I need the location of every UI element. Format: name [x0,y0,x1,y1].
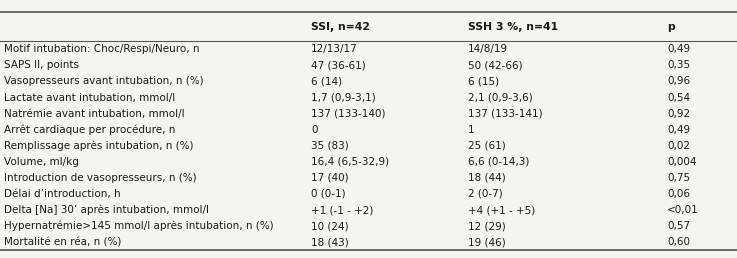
Text: Volume, ml/kg: Volume, ml/kg [4,157,79,167]
Text: +4 (+1 - +5): +4 (+1 - +5) [468,205,535,215]
Text: 2,1 (0,9-3,6): 2,1 (0,9-3,6) [468,93,533,102]
Text: Arrêt cardiaque per procédure, n: Arrêt cardiaque per procédure, n [4,124,175,135]
Text: 10 (24): 10 (24) [311,221,349,231]
Text: 47 (36-61): 47 (36-61) [311,60,366,70]
Text: 16,4 (6,5-32,9): 16,4 (6,5-32,9) [311,157,389,167]
Text: 137 (133-140): 137 (133-140) [311,109,385,119]
Text: Délai d’introduction, h: Délai d’introduction, h [4,189,120,199]
Text: 0,57: 0,57 [667,221,690,231]
Text: 0,004: 0,004 [667,157,696,167]
Text: Lactate avant intubation, mmol/l: Lactate avant intubation, mmol/l [4,93,175,102]
Text: 6 (14): 6 (14) [311,76,342,86]
Text: 0,75: 0,75 [667,173,690,183]
Text: 137 (133-141): 137 (133-141) [468,109,542,119]
Text: 12 (29): 12 (29) [468,221,506,231]
Text: 18 (44): 18 (44) [468,173,506,183]
Text: 19 (46): 19 (46) [468,237,506,247]
Text: 14/8/19: 14/8/19 [468,44,508,54]
Text: 1,7 (0,9-3,1): 1,7 (0,9-3,1) [311,93,376,102]
Text: 12/13/17: 12/13/17 [311,44,357,54]
Text: 6 (15): 6 (15) [468,76,499,86]
Text: Hypernatrémie>145 mmol/l après intubation, n (%): Hypernatrémie>145 mmol/l après intubatio… [4,221,273,231]
Text: SAPS II, points: SAPS II, points [4,60,79,70]
Text: SSI, n=42: SSI, n=42 [311,22,370,32]
Text: 0,49: 0,49 [667,125,690,135]
Text: 17 (40): 17 (40) [311,173,349,183]
Text: 0,96: 0,96 [667,76,690,86]
Text: Vasopresseurs avant intubation, n (%): Vasopresseurs avant intubation, n (%) [4,76,203,86]
Text: 0,60: 0,60 [667,237,690,247]
Text: Natrémie avant intubation, mmol/l: Natrémie avant intubation, mmol/l [4,109,184,119]
Text: <0,01: <0,01 [667,205,699,215]
Text: 18 (43): 18 (43) [311,237,349,247]
Text: 6,6 (0-14,3): 6,6 (0-14,3) [468,157,529,167]
Text: Remplissage après intubation, n (%): Remplissage après intubation, n (%) [4,141,193,151]
Text: p: p [667,22,675,32]
Text: 1: 1 [468,125,475,135]
Text: Delta [Na] 30’ après intubation, mmol/l: Delta [Na] 30’ après intubation, mmol/l [4,205,209,215]
Text: 0 (0-1): 0 (0-1) [311,189,346,199]
Text: Motif intubation: Choc/Respi/Neuro, n: Motif intubation: Choc/Respi/Neuro, n [4,44,199,54]
Text: +1 (-1 - +2): +1 (-1 - +2) [311,205,374,215]
Text: SSH 3 %, n=41: SSH 3 %, n=41 [468,22,558,32]
Text: Introduction de vasopresseurs, n (%): Introduction de vasopresseurs, n (%) [4,173,196,183]
Text: 0,02: 0,02 [667,141,690,151]
Text: Mortalité en réa, n (%): Mortalité en réa, n (%) [4,237,121,247]
Text: 50 (42-66): 50 (42-66) [468,60,523,70]
Text: 0,49: 0,49 [667,44,690,54]
Text: 25 (61): 25 (61) [468,141,506,151]
Text: 0,92: 0,92 [667,109,690,119]
Text: 35 (83): 35 (83) [311,141,349,151]
Text: 0: 0 [311,125,318,135]
Text: 2 (0-7): 2 (0-7) [468,189,503,199]
Text: 0,35: 0,35 [667,60,690,70]
Text: 0,06: 0,06 [667,189,690,199]
Text: 0,54: 0,54 [667,93,690,102]
